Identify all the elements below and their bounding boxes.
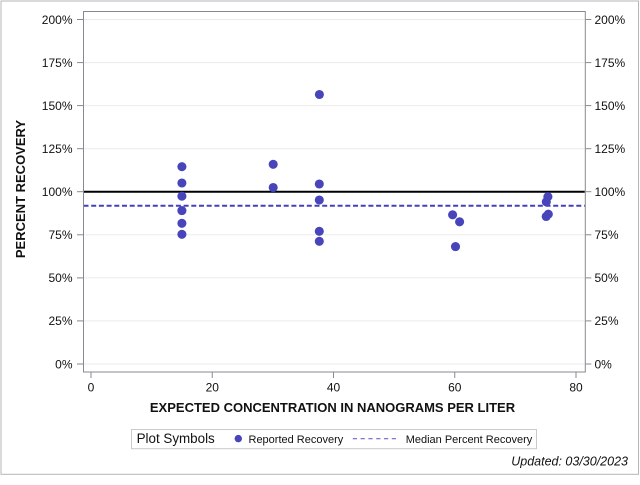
- svg-text:200%: 200%: [42, 13, 73, 27]
- svg-text:PERCENT RECOVERY: PERCENT RECOVERY: [13, 120, 28, 259]
- svg-text:175%: 175%: [595, 56, 626, 70]
- svg-text:175%: 175%: [42, 56, 73, 70]
- svg-text:20: 20: [206, 380, 220, 394]
- svg-text:60: 60: [448, 380, 462, 394]
- svg-text:125%: 125%: [42, 142, 73, 156]
- svg-text:150%: 150%: [595, 99, 626, 113]
- svg-text:0%: 0%: [595, 357, 613, 371]
- svg-text:25%: 25%: [595, 314, 619, 328]
- svg-text:25%: 25%: [48, 314, 72, 328]
- svg-text:125%: 125%: [595, 142, 626, 156]
- svg-text:Median Percent Recovery: Median Percent Recovery: [406, 434, 533, 446]
- svg-text:Plot Symbols: Plot Symbols: [137, 431, 215, 446]
- svg-text:75%: 75%: [48, 228, 72, 242]
- svg-text:200%: 200%: [595, 13, 626, 27]
- svg-text:50%: 50%: [48, 271, 72, 285]
- svg-text:0%: 0%: [55, 357, 73, 371]
- svg-text:0: 0: [88, 380, 95, 394]
- svg-text:150%: 150%: [42, 99, 73, 113]
- svg-text:EXPECTED CONCENTRATION IN NANO: EXPECTED CONCENTRATION IN NANOGRAMS PER …: [150, 400, 516, 415]
- svg-text:Reported Recovery: Reported Recovery: [249, 434, 344, 446]
- svg-text:Updated: 03/30/2023: Updated: 03/30/2023: [511, 454, 628, 468]
- svg-text:40: 40: [327, 380, 341, 394]
- svg-text:100%: 100%: [595, 185, 626, 199]
- svg-text:100%: 100%: [42, 185, 73, 199]
- svg-text:75%: 75%: [595, 228, 619, 242]
- svg-text:50%: 50%: [595, 271, 619, 285]
- svg-text:80: 80: [569, 380, 583, 394]
